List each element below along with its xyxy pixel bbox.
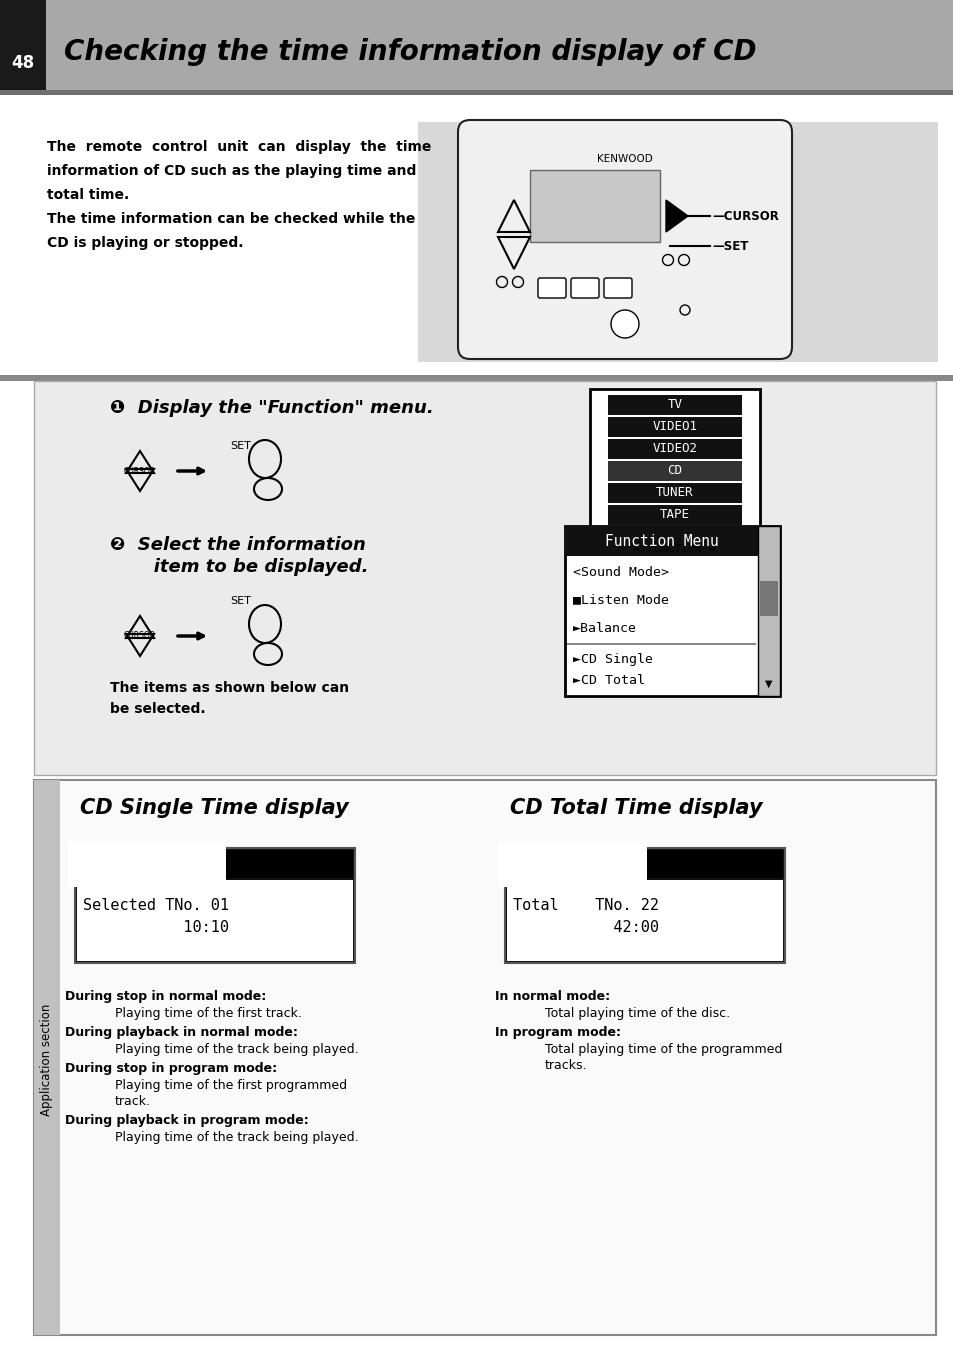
- Text: CD is playing or stopped.: CD is playing or stopped.: [47, 236, 243, 250]
- Text: The  remote  control  unit  can  display  the  time: The remote control unit can display the …: [47, 141, 431, 154]
- Bar: [34, 780, 60, 1335]
- Text: be selected.: be selected.: [110, 703, 206, 716]
- Text: The time information can be checked while the: The time information can be checked whil…: [47, 212, 415, 226]
- FancyBboxPatch shape: [603, 278, 631, 299]
- Text: TAPE: TAPE: [659, 508, 689, 521]
- FancyBboxPatch shape: [537, 278, 565, 299]
- Text: VIDEO2: VIDEO2: [652, 443, 697, 455]
- Bar: [607, 484, 741, 503]
- Text: item to be displayed.: item to be displayed.: [110, 558, 368, 576]
- Text: ■Listen Mode: ■Listen Mode: [573, 593, 668, 607]
- Text: ❷  Select the information: ❷ Select the information: [110, 536, 366, 554]
- Bar: [607, 394, 741, 415]
- Text: CD Single Time: CD Single Time: [83, 857, 211, 871]
- Bar: [0, 0, 46, 91]
- Text: Function Menu: Function Menu: [604, 534, 718, 549]
- Text: KENWOOD: KENWOOD: [597, 154, 652, 163]
- Text: CD: CD: [667, 465, 681, 477]
- Text: information of CD such as the playing time and: information of CD such as the playing ti…: [47, 163, 416, 178]
- Text: —CURSOR: —CURSOR: [711, 209, 778, 223]
- Bar: [504, 848, 784, 963]
- Bar: [0, 91, 953, 95]
- Bar: [607, 505, 741, 526]
- Text: ►CD Single: ►CD Single: [573, 653, 652, 666]
- Text: In normal mode:: In normal mode:: [495, 990, 610, 1002]
- Text: track.: track.: [115, 1096, 151, 1108]
- FancyBboxPatch shape: [571, 278, 598, 299]
- Text: Application section: Application section: [40, 1004, 53, 1116]
- Bar: [0, 0, 953, 91]
- Text: SET: SET: [230, 596, 251, 607]
- Bar: [0, 376, 953, 381]
- Bar: [530, 170, 659, 242]
- Circle shape: [610, 309, 639, 338]
- Text: CD Single Time display: CD Single Time display: [80, 798, 349, 817]
- Text: CD Total Time display: CD Total Time display: [510, 798, 761, 817]
- Text: 42:00: 42:00: [513, 920, 659, 935]
- Bar: [566, 643, 755, 644]
- Bar: [607, 417, 741, 436]
- Bar: [564, 526, 780, 696]
- Text: —SET: —SET: [711, 239, 747, 253]
- Text: total time.: total time.: [47, 188, 129, 203]
- Text: Playing time of the first programmed: Playing time of the first programmed: [115, 1079, 347, 1092]
- Bar: [77, 850, 353, 878]
- Bar: [760, 581, 778, 616]
- Polygon shape: [665, 200, 687, 232]
- Text: TV: TV: [667, 399, 681, 412]
- Text: CD Total Time: CD Total Time: [513, 857, 631, 871]
- Text: Total    TNo. 22: Total TNo. 22: [513, 898, 659, 913]
- Text: ► FUNCTION ◄: ► FUNCTION ◄: [634, 544, 715, 554]
- Text: ▼: ▼: [764, 680, 772, 689]
- Bar: [607, 439, 741, 459]
- Text: ❶  Display the "Function" menu.: ❶ Display the "Function" menu.: [110, 399, 434, 417]
- Text: TUNER: TUNER: [656, 486, 693, 500]
- Text: 48: 48: [11, 54, 34, 72]
- Text: In program mode:: In program mode:: [495, 1025, 620, 1039]
- Text: CURSOR: CURSOR: [124, 466, 156, 476]
- Bar: [34, 381, 935, 775]
- Text: During playback in normal mode:: During playback in normal mode:: [65, 1025, 297, 1039]
- Bar: [75, 848, 355, 963]
- Text: Checking the time information display of CD: Checking the time information display of…: [64, 38, 756, 66]
- FancyBboxPatch shape: [457, 120, 791, 359]
- Text: During playback in program mode:: During playback in program mode:: [65, 1115, 309, 1127]
- Text: 10:10: 10:10: [83, 920, 229, 935]
- Bar: [506, 880, 782, 961]
- Bar: [758, 526, 780, 696]
- Text: Total playing time of the disc.: Total playing time of the disc.: [544, 1006, 729, 1020]
- Text: Playing time of the track being played.: Playing time of the track being played.: [115, 1043, 358, 1056]
- Text: Playing time of the track being played.: Playing time of the track being played.: [115, 1131, 358, 1144]
- Bar: [77, 880, 353, 961]
- Bar: [607, 461, 741, 481]
- Text: SET: SET: [230, 440, 251, 451]
- Bar: [417, 122, 937, 362]
- Text: <Sound Mode>: <Sound Mode>: [573, 566, 668, 578]
- Text: During stop in normal mode:: During stop in normal mode:: [65, 990, 266, 1002]
- Bar: [34, 780, 935, 1335]
- Text: tracks.: tracks.: [544, 1059, 587, 1071]
- Text: ►Balance: ►Balance: [573, 621, 637, 635]
- Bar: [589, 389, 760, 563]
- Text: ►CD Total: ►CD Total: [573, 674, 644, 688]
- Text: VIDEO1: VIDEO1: [652, 420, 697, 434]
- Text: The items as shown below can: The items as shown below can: [110, 681, 349, 694]
- Text: Playing time of the first track.: Playing time of the first track.: [115, 1006, 301, 1020]
- Text: CURSOR: CURSOR: [124, 631, 156, 640]
- Text: Total playing time of the programmed: Total playing time of the programmed: [544, 1043, 781, 1056]
- Bar: [506, 850, 782, 878]
- Bar: [564, 526, 758, 557]
- Text: Selected TNo. 01: Selected TNo. 01: [83, 898, 229, 913]
- Text: During stop in program mode:: During stop in program mode:: [65, 1062, 276, 1075]
